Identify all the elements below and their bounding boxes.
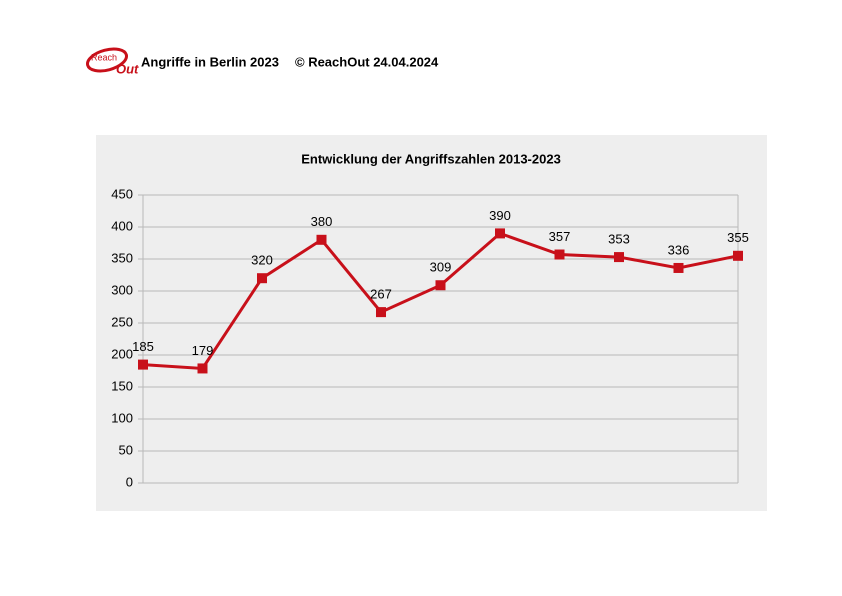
y-tick-label: 100	[111, 410, 133, 425]
data-label: 179	[192, 343, 214, 358]
marker	[376, 307, 386, 318]
logo: Reach Out	[86, 47, 139, 76]
data-label: 357	[549, 229, 571, 244]
marker	[554, 249, 565, 260]
y-tick-label: 150	[111, 378, 133, 393]
y-tick-label: 300	[111, 282, 133, 297]
data-label: 267	[370, 287, 392, 302]
y-tick-label: 400	[111, 218, 133, 233]
data-label: 355	[727, 230, 749, 245]
data-label: 320	[251, 253, 273, 268]
header-source: © ReachOut 24.04.2024	[295, 54, 439, 69]
y-tick-label: 350	[111, 250, 133, 265]
y-tick-label: 0	[126, 474, 133, 489]
y-tick-label: 200	[111, 346, 133, 361]
y-tick-label: 50	[119, 442, 133, 457]
y-tick-label: 450	[111, 186, 133, 201]
marker	[673, 262, 684, 273]
data-label: 390	[489, 208, 511, 223]
logo-bottom: Out	[116, 61, 139, 76]
chart-title: Entwicklung der Angriffszahlen 2013-2023	[301, 151, 561, 166]
marker	[197, 363, 208, 374]
logo-top: Reach	[91, 52, 117, 62]
marker	[257, 273, 267, 284]
marker	[614, 252, 624, 263]
data-label: 309	[430, 260, 452, 275]
marker	[316, 234, 327, 245]
logo-swoosh	[86, 47, 128, 73]
data-label: 336	[668, 242, 690, 257]
marker	[435, 280, 446, 291]
y-tick-label: 250	[111, 314, 133, 329]
data-label: 380	[311, 214, 333, 229]
data-label: 185	[132, 339, 154, 354]
marker	[495, 228, 505, 239]
marker	[138, 359, 148, 370]
data-label: 353	[608, 232, 630, 247]
header-title: Angriffe in Berlin 2023	[141, 54, 279, 69]
marker	[733, 250, 743, 261]
